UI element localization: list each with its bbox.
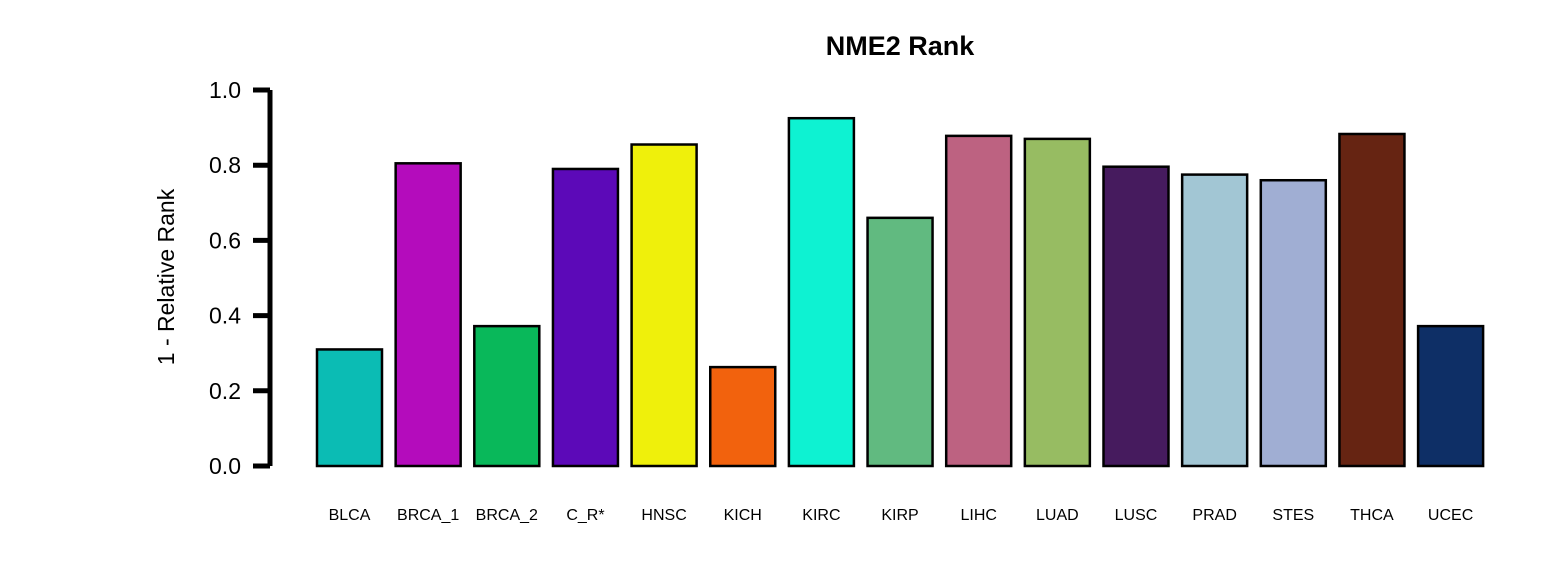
x-tick-label: KIRP: [881, 507, 918, 524]
y-axis-ticks: 0.0 0.2 0.4 0.6 0.8 1.0: [209, 77, 270, 479]
bar-kich: [709, 365, 777, 468]
x-tick-label: KICH: [724, 507, 762, 524]
x-tick-label: C_R*: [566, 507, 604, 524]
x-tick-label: BRCA_1: [397, 507, 459, 524]
bar-c-r: [551, 167, 620, 468]
bar-prad: [1180, 173, 1249, 468]
x-tick-label: THCA: [1350, 507, 1394, 524]
x-tick-label: LUAD: [1036, 507, 1079, 524]
bar-blca: [315, 348, 384, 468]
y-axis-label: 1 - Relative Rank: [153, 188, 179, 365]
x-tick-label: LIHC: [960, 507, 996, 524]
y-tick-label: 0.8: [209, 152, 241, 178]
y-tick-label: 0.2: [209, 378, 241, 404]
x-tick-label: UCEC: [1428, 507, 1473, 524]
x-tick-label: BLCA: [329, 507, 371, 524]
x-tick-label: HNSC: [641, 507, 686, 524]
bar-ucec: [1416, 324, 1485, 468]
bar-thca: [1338, 132, 1406, 468]
y-tick-label: 0.4: [209, 303, 241, 329]
bar-kirc: [787, 116, 856, 468]
bar-brca-1: [394, 162, 462, 468]
x-tick-label: BRCA_2: [476, 507, 538, 524]
bars: [315, 116, 1485, 468]
x-tick-label: STES: [1272, 507, 1314, 524]
y-tick-label: 0.0: [209, 453, 241, 479]
bar-lihc: [944, 134, 1013, 468]
y-tick-label: 1.0: [209, 77, 241, 103]
chart-title: NME2 Rank: [826, 31, 976, 61]
bar-brca-2: [473, 324, 541, 468]
bar-stes: [1259, 178, 1328, 468]
bar-luad: [1023, 137, 1092, 468]
x-tick-label: KIRC: [802, 507, 840, 524]
x-axis-tick-labels: BLCA BRCA_1 BRCA_2 C_R* HNSC KICH KIRC KIRP LIHC…: [329, 507, 1474, 524]
bar-kirp: [866, 216, 934, 468]
bar-lusc: [1102, 165, 1170, 468]
y-tick-label: 0.6: [209, 227, 241, 253]
x-tick-label: PRAD: [1192, 507, 1236, 524]
x-tick-label: LUSC: [1115, 507, 1158, 524]
bar-hnsc: [630, 143, 698, 468]
